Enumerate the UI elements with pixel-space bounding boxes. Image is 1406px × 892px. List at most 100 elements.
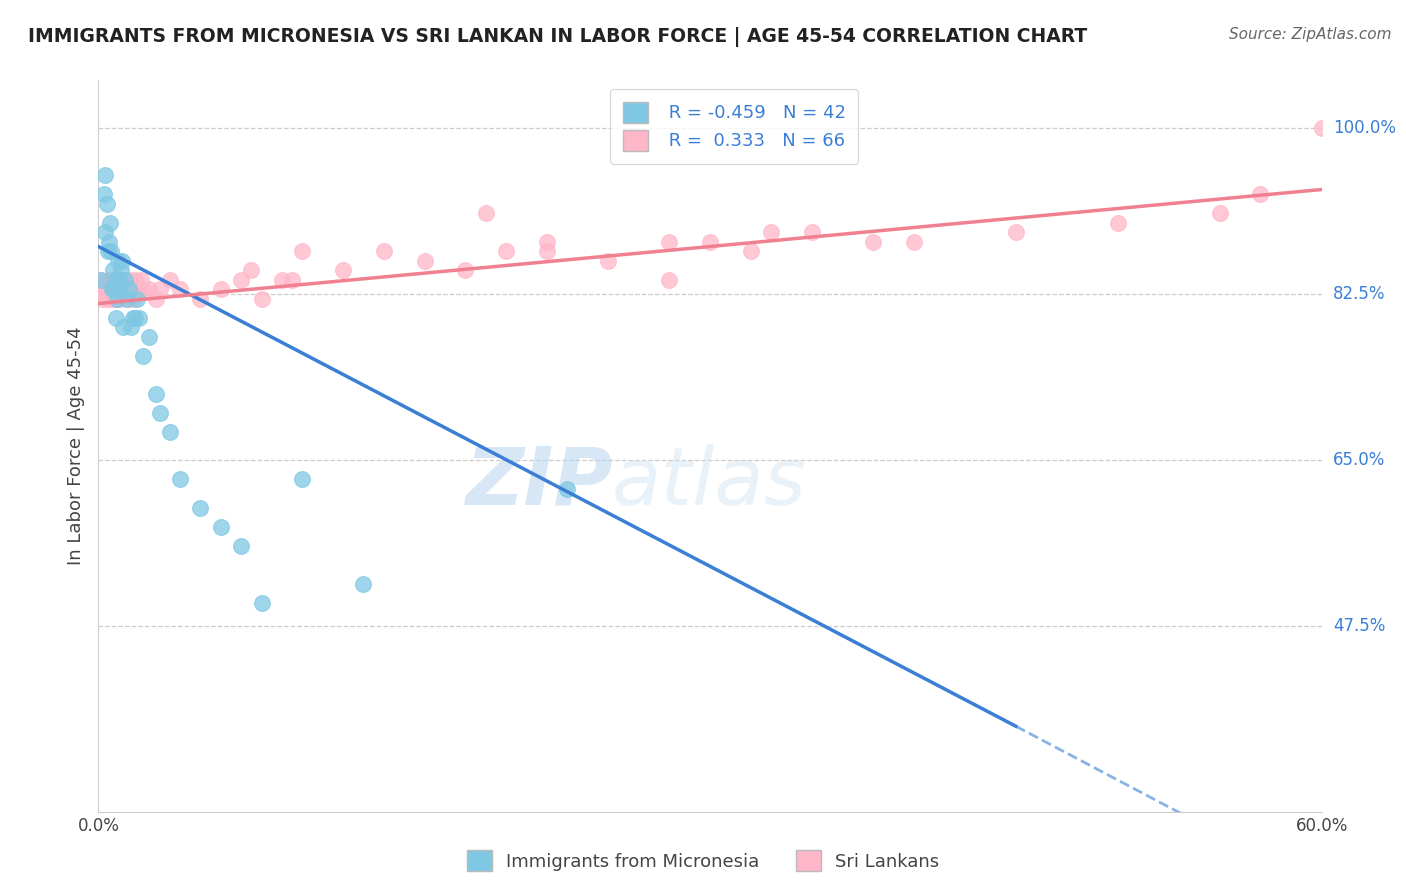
Point xyxy=(101,282,124,296)
Point xyxy=(101,263,124,277)
Point xyxy=(270,273,294,287)
Point xyxy=(352,576,374,591)
Point xyxy=(555,482,579,496)
Point xyxy=(111,320,134,334)
Point xyxy=(122,310,145,325)
Point xyxy=(105,273,128,287)
Point xyxy=(100,292,122,306)
Point xyxy=(149,282,172,296)
Point xyxy=(1310,120,1333,135)
Point xyxy=(93,225,115,239)
Point xyxy=(100,244,122,259)
Point xyxy=(111,273,134,287)
Point xyxy=(801,225,824,239)
Point xyxy=(169,282,191,296)
Legend: Immigrants from Micronesia, Sri Lankans: Immigrants from Micronesia, Sri Lankans xyxy=(460,843,946,879)
Point xyxy=(104,292,127,306)
Point xyxy=(122,292,145,306)
Point xyxy=(93,168,115,182)
Text: 100.0%: 100.0% xyxy=(1333,119,1396,136)
Point xyxy=(115,292,138,306)
Point xyxy=(209,520,232,534)
Point xyxy=(699,235,721,249)
Point xyxy=(1107,216,1129,230)
Point xyxy=(90,273,112,287)
Point xyxy=(596,253,619,268)
Point xyxy=(291,244,314,259)
Point xyxy=(110,282,132,296)
Point xyxy=(104,282,127,296)
Point xyxy=(138,282,160,296)
Point xyxy=(536,235,558,249)
Point xyxy=(100,273,122,287)
Point xyxy=(97,282,120,296)
Point xyxy=(118,273,141,287)
Point xyxy=(114,282,136,296)
Point xyxy=(281,273,304,287)
Point xyxy=(120,282,142,296)
Point xyxy=(291,472,314,486)
Point xyxy=(740,244,762,259)
Point xyxy=(93,282,115,296)
Point xyxy=(124,273,146,287)
Point xyxy=(129,273,152,287)
Text: 82.5%: 82.5% xyxy=(1333,285,1385,303)
Point xyxy=(108,282,131,296)
Point xyxy=(145,386,167,401)
Point xyxy=(114,273,136,287)
Point xyxy=(107,253,129,268)
Point xyxy=(1208,206,1232,220)
Point xyxy=(169,472,191,486)
Point xyxy=(115,292,138,306)
Point xyxy=(862,235,884,249)
Point xyxy=(97,273,120,287)
Point xyxy=(128,310,150,325)
Point xyxy=(474,206,498,220)
Point xyxy=(413,253,436,268)
Point xyxy=(454,263,477,277)
Point xyxy=(124,310,146,325)
Point xyxy=(159,425,181,439)
Point xyxy=(132,282,155,296)
Point xyxy=(332,263,354,277)
Point xyxy=(536,244,558,259)
Point xyxy=(107,273,129,287)
Point xyxy=(97,244,120,259)
Point xyxy=(98,216,121,230)
Point xyxy=(91,292,114,306)
Point xyxy=(1249,187,1271,202)
Point xyxy=(104,273,127,287)
Point xyxy=(94,282,117,296)
Point xyxy=(127,282,149,296)
Point xyxy=(240,263,263,277)
Point xyxy=(658,273,681,287)
Point xyxy=(127,292,149,306)
Text: 65.0%: 65.0% xyxy=(1333,451,1385,469)
Point xyxy=(759,225,782,239)
Point xyxy=(111,282,134,296)
Point xyxy=(250,292,273,306)
Point xyxy=(132,349,155,363)
Point xyxy=(138,330,160,344)
Text: Source: ZipAtlas.com: Source: ZipAtlas.com xyxy=(1229,27,1392,42)
Point xyxy=(103,282,125,296)
Point xyxy=(145,292,167,306)
Text: ZIP: ZIP xyxy=(465,443,612,522)
Text: IMMIGRANTS FROM MICRONESIA VS SRI LANKAN IN LABOR FORCE | AGE 45-54 CORRELATION : IMMIGRANTS FROM MICRONESIA VS SRI LANKAN… xyxy=(28,27,1087,46)
Point xyxy=(250,596,273,610)
Point xyxy=(105,292,128,306)
Point xyxy=(1004,225,1026,239)
Point xyxy=(209,282,232,296)
Point xyxy=(495,244,517,259)
Point xyxy=(93,187,115,202)
Y-axis label: In Labor Force | Age 45-54: In Labor Force | Age 45-54 xyxy=(66,326,84,566)
Point xyxy=(128,282,150,296)
Point xyxy=(903,235,925,249)
Point xyxy=(96,292,118,306)
Point xyxy=(108,273,131,287)
Point xyxy=(188,292,212,306)
Point xyxy=(89,273,111,287)
Point xyxy=(104,310,127,325)
Point xyxy=(103,292,125,306)
Point xyxy=(96,196,118,211)
